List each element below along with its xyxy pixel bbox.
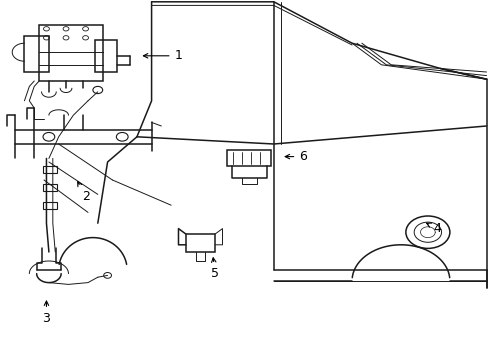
Text: 3: 3: [42, 301, 50, 325]
Bar: [39, 25, 102, 81]
Bar: [43, 166, 57, 173]
Text: 6: 6: [285, 150, 306, 163]
Bar: [24, 36, 49, 72]
Text: 1: 1: [143, 49, 182, 62]
Bar: [43, 202, 57, 209]
Text: 4: 4: [426, 222, 441, 235]
Bar: [95, 40, 117, 72]
Bar: [185, 234, 215, 252]
Text: 2: 2: [78, 182, 89, 203]
Text: 5: 5: [211, 258, 219, 280]
Bar: [227, 150, 271, 166]
Bar: [43, 184, 57, 191]
